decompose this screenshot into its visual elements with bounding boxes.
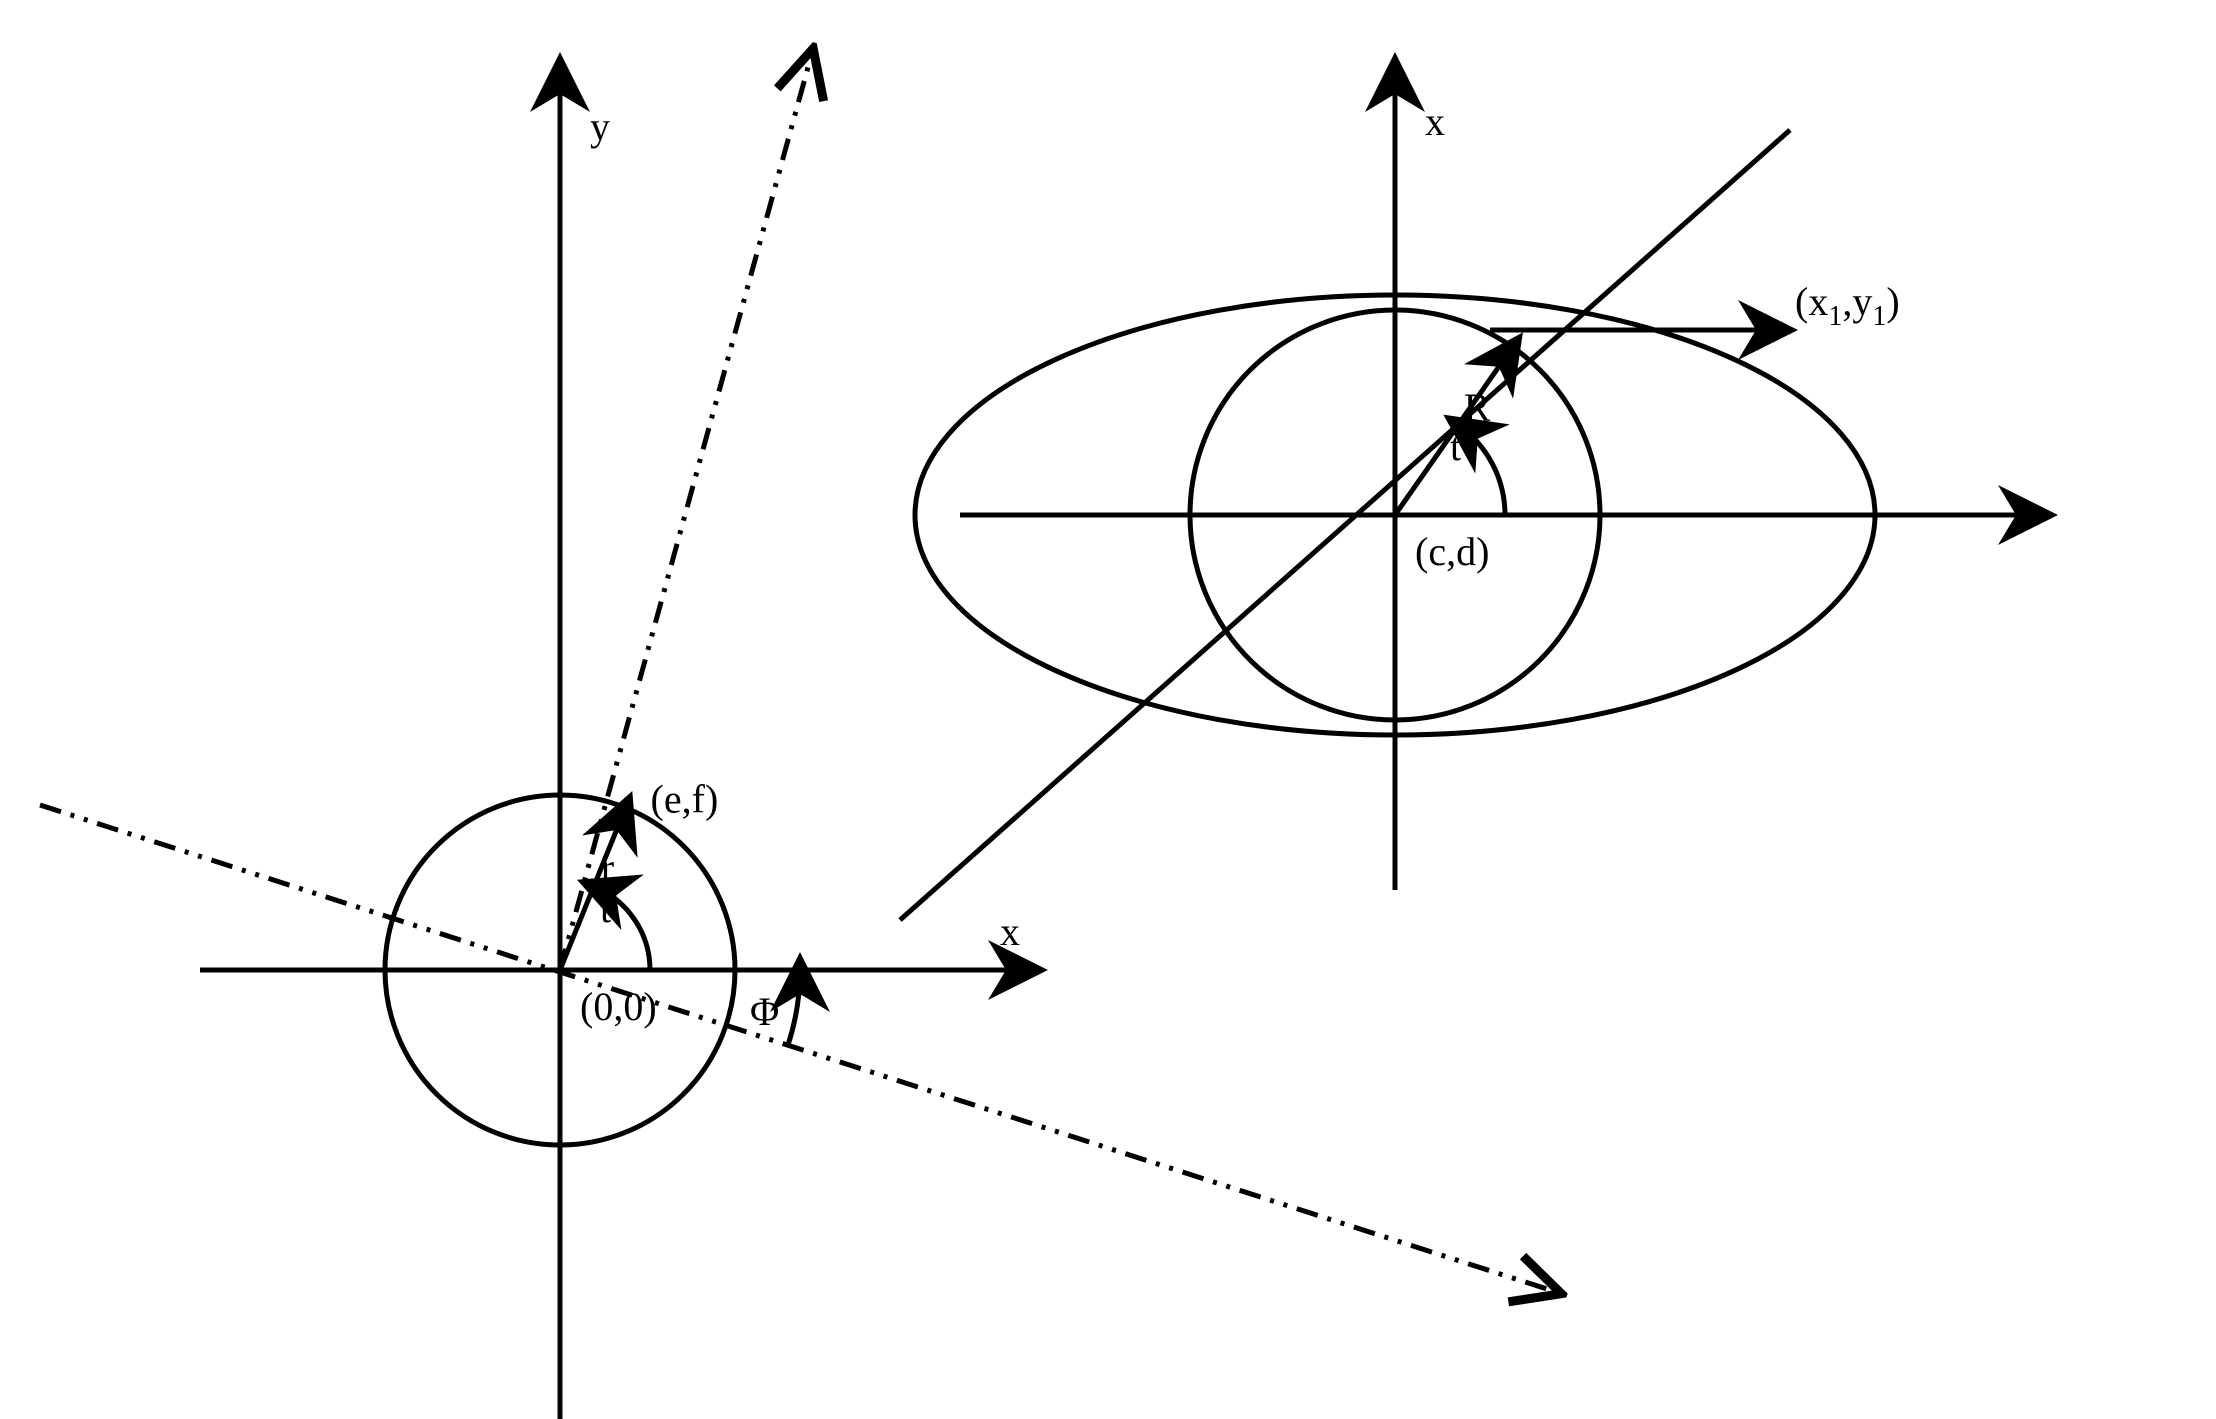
right-diagonal-line bbox=[900, 130, 1790, 920]
x1y1-label: (x1,y1) bbox=[1795, 279, 1900, 332]
r-label: r bbox=[601, 845, 614, 890]
rotated-x-axis bbox=[40, 805, 1550, 1290]
cd-label: (c,d) bbox=[1415, 529, 1489, 574]
phi-label: Φ bbox=[750, 989, 779, 1034]
ef-label: (e,f) bbox=[651, 777, 719, 822]
rotated-y-axis bbox=[560, 60, 810, 970]
right-y-axis-label: x bbox=[1425, 99, 1445, 144]
left-origin-label: (0,0) bbox=[580, 984, 657, 1029]
left-y-axis-label: y bbox=[590, 104, 610, 149]
left-x-axis-label: x bbox=[1000, 909, 1020, 954]
t-prime-label: t' bbox=[600, 886, 618, 931]
phi-arc bbox=[788, 970, 800, 1044]
t-double-prime-label: t'' bbox=[1450, 424, 1476, 469]
